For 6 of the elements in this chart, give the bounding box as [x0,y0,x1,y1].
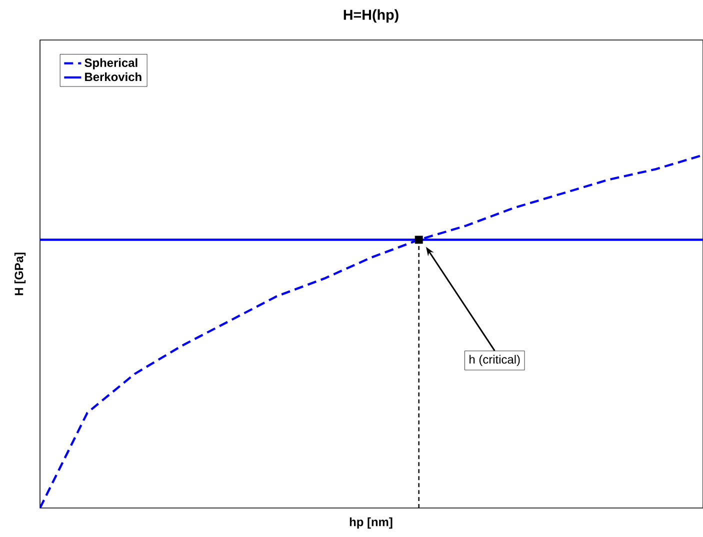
legend-label: Berkovich [85,72,142,82]
y-axis-title: H [GPa] [14,252,26,296]
x-axis-title: hp [nm] [350,517,392,529]
chart-title: H=H(hp) [344,9,398,23]
annotation: h (critical) [470,354,520,366]
legend-label: Spherical [84,58,138,70]
